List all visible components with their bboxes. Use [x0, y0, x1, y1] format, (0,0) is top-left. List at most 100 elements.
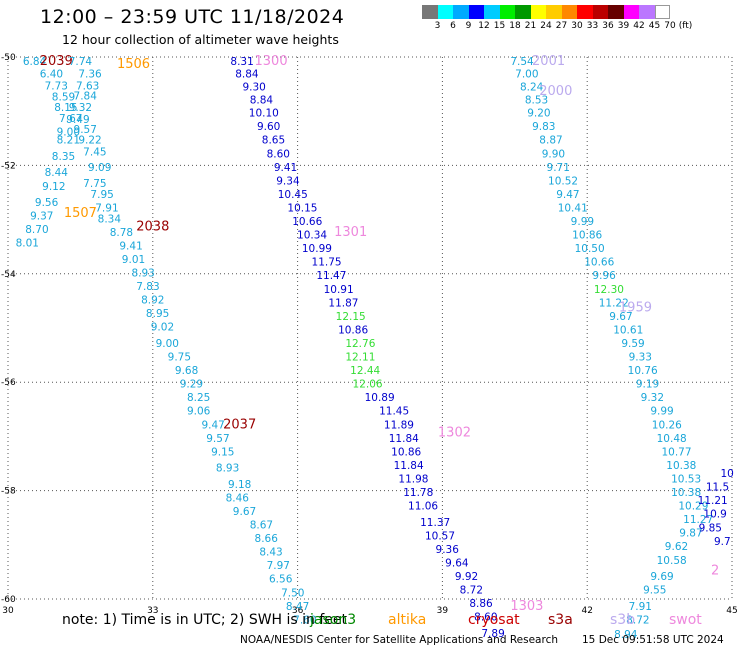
- wave-height-value: 7.73: [45, 81, 68, 93]
- wave-height-value: 8.78: [110, 227, 133, 239]
- wave-height-value: 9.02: [151, 322, 174, 334]
- scale-label: (ft): [678, 21, 693, 31]
- wave-height-value: 10.66: [292, 216, 322, 228]
- wave-height-value: 8.65: [262, 135, 285, 147]
- track-time-label: 2001: [532, 54, 565, 69]
- scale-label: 33: [586, 21, 599, 31]
- wave-height-value: 8.70: [25, 224, 48, 236]
- wave-height-value: 9.12: [42, 181, 65, 193]
- wave-height-value: 9.99: [650, 406, 673, 418]
- wave-height-value: 9.67: [609, 311, 632, 323]
- wave-height-value: 8.31: [230, 56, 253, 68]
- scale-label: 24: [540, 21, 552, 31]
- scale-swatch: [437, 5, 453, 19]
- scale-swatch: [499, 5, 515, 19]
- wave-height-value: 9.29: [180, 379, 203, 391]
- track-time-label: 1300: [255, 54, 288, 69]
- wave-height-value: 9.99: [571, 216, 594, 228]
- wave-height-value: 8.59: [52, 91, 75, 103]
- scale-label: 30: [571, 21, 583, 31]
- scale-swatch: [546, 5, 562, 19]
- wave-height-value: 10.76: [628, 365, 658, 377]
- wave-height-value: 10.10: [249, 108, 279, 120]
- wave-height-value: 9.36: [436, 544, 460, 556]
- wave-height-value: 12.44: [350, 365, 380, 377]
- wave-height-value: 9.33: [629, 352, 652, 364]
- wave-height-value: 12.06: [353, 379, 383, 391]
- wave-height-value: 8.46: [226, 492, 250, 504]
- wave-height-value: 7.54: [510, 56, 534, 68]
- lon-tick-label: 39: [437, 606, 449, 616]
- scale-swatch: [623, 5, 639, 19]
- wave-height-value: 10.9: [703, 509, 726, 521]
- wave-height-value: 10.61: [613, 324, 643, 336]
- note-line: note: 1) Time is in UTC; 2) SWH is in fe…: [62, 612, 702, 628]
- wave-height-value: 10.91: [324, 284, 354, 296]
- wave-height-value: 8.25: [187, 392, 210, 404]
- track-time-label: 2039: [40, 54, 73, 69]
- wave-height-value: 9.68: [175, 365, 198, 377]
- scale-swatch: [422, 5, 438, 19]
- scale-label: 18: [509, 21, 521, 31]
- note-text: note: 1) Time is in UTC; 2) SWH is in fe…: [62, 612, 348, 628]
- wave-height-value: 8.43: [259, 547, 282, 559]
- wave-height-value: 9.62: [665, 541, 688, 553]
- wave-height-value: 10.48: [657, 433, 687, 445]
- wave-height-value: 9.92: [455, 571, 478, 583]
- legend-jason3: jason3: [310, 612, 357, 628]
- scale-swatch: [468, 5, 484, 19]
- legend-s3b: s3b: [610, 612, 636, 628]
- wave-height-value: 10.38: [666, 460, 696, 472]
- wave-height-value: 8.47: [286, 601, 309, 613]
- wave-height-value: 9.32: [641, 392, 664, 404]
- scale-swatch: [453, 5, 469, 19]
- wave-height-value: 9.41: [119, 240, 142, 252]
- page-title: 12:00 – 23:59 UTC 11/18/2024: [40, 6, 345, 28]
- lat-tick-label: -58: [1, 487, 16, 497]
- wave-height-value: 10.86: [391, 446, 421, 458]
- wave-height-value: 11.89: [384, 419, 414, 431]
- wave-height-value: 9.71: [547, 162, 570, 174]
- wave-height-value: 10.89: [365, 392, 395, 404]
- wave-height-value: 9.47: [201, 419, 224, 431]
- wave-height-value: 8.94: [614, 629, 638, 641]
- wave-height-value: 8.84: [250, 95, 274, 107]
- color-scale-labels: 3 6 9 12 15 18 21 24 27 30 33 36 39 42 45 70 (ft): [422, 19, 693, 33]
- wave-height-value: 10.77: [661, 446, 691, 458]
- legend-s3a: s3a: [548, 612, 573, 628]
- wave-height-value: 10.26: [652, 419, 682, 431]
- wave-height-value: 10.57: [425, 530, 455, 542]
- wave-height-value: 7.36: [78, 69, 102, 81]
- wave-height-value: 10.50: [575, 243, 605, 255]
- wave-height-value: 6.84: [23, 56, 47, 68]
- scale-label: 3: [434, 21, 441, 31]
- wave-height-value: 10.66: [584, 257, 614, 269]
- color-scale-swatches: [422, 5, 670, 19]
- wave-height-value: 10.58: [657, 555, 687, 567]
- wave-height-value: 6.56: [269, 574, 293, 586]
- wave-height-value: 10.86: [572, 230, 602, 242]
- wave-height-value: 6.40: [40, 69, 63, 81]
- wave-height-value: 8.35: [52, 151, 75, 163]
- wave-height-value: 9.67: [233, 506, 256, 518]
- wave-height-value: 7.50: [281, 587, 304, 599]
- wave-height-value: 8.60: [267, 148, 290, 160]
- lon-tick-label: 36: [292, 606, 304, 616]
- wave-height-value: 9.22: [78, 135, 101, 147]
- wave-height-value: 10: [720, 468, 733, 480]
- wave-height-value: 7.75: [83, 178, 106, 190]
- wave-height-value: 10.38: [671, 487, 701, 499]
- wave-height-value: 9.00: [156, 338, 179, 350]
- wave-height-value: 10.45: [278, 189, 308, 201]
- track-time-label: 2: [711, 564, 719, 579]
- wave-height-value: 11.78: [403, 487, 433, 499]
- wave-height-value: 7.45: [83, 147, 106, 159]
- wave-height-value: 7.89: [481, 628, 504, 640]
- track-time-label: 1507: [64, 206, 97, 221]
- scale-label: 39: [617, 21, 630, 31]
- scale-label: 36: [602, 21, 614, 31]
- wave-height-value: 12.30: [594, 284, 624, 296]
- wave-height-value: 9.59: [621, 338, 644, 350]
- lon-tick-label: 42: [581, 606, 592, 616]
- wave-height-value: 8.15: [54, 102, 77, 114]
